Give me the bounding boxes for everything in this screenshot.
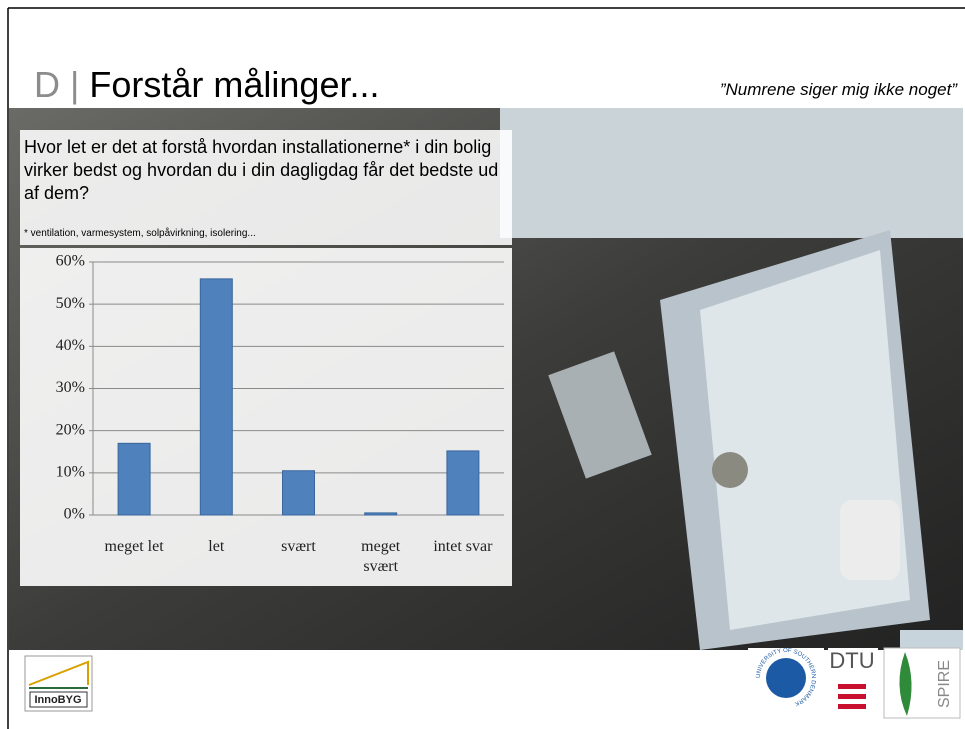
y-tick-label: 10%: [56, 464, 85, 481]
logo-text: InnoBYG: [34, 694, 81, 706]
x-tick-label: let: [208, 538, 225, 555]
title: D | Forstår målinger...: [34, 64, 379, 106]
question-box: [20, 130, 512, 245]
logo-sdu: UNIVERSITY OF SOUTHERN DENMARK: [748, 648, 824, 718]
bar: [364, 512, 398, 516]
x-tick-label: svært: [281, 538, 316, 555]
logo-innobyg: InnoBYG: [24, 655, 93, 712]
footnote: * ventilation, varmesystem, solpåvirknin…: [24, 228, 256, 239]
title-letter: D: [34, 64, 60, 105]
logo-dtu: DTU: [828, 648, 878, 718]
y-tick-label: 40%: [56, 337, 85, 354]
y-tick-label: 50%: [56, 295, 85, 312]
y-tick-label: 0%: [64, 506, 85, 523]
x-tick-label: meget let: [104, 538, 164, 555]
chart-box: [20, 248, 512, 586]
y-tick-label: 20%: [56, 421, 85, 438]
quote: ”Numrene siger mig ikke noget”: [719, 80, 957, 99]
logo-spire: SPIRE: [883, 647, 961, 719]
y-tick-label: 60%: [56, 253, 85, 270]
title-separator: |: [70, 64, 80, 105]
bar: [282, 470, 315, 516]
bar: [199, 278, 233, 516]
plot: 0% 10% 20% 30% 40% 50% 60%: [56, 253, 504, 523]
bar: [446, 450, 480, 516]
question: Hvor let er det at forstå hvordan instal…: [24, 137, 499, 203]
logo-text: SPIRE: [936, 660, 953, 708]
x-tick-label: intet svar: [433, 538, 493, 555]
logo-text: DTU: [829, 648, 874, 673]
x-tick-label: meget svært: [361, 538, 401, 575]
title-text: Forstår målinger...: [89, 64, 380, 105]
bar: [117, 442, 151, 516]
y-tick-label: 30%: [56, 379, 85, 396]
